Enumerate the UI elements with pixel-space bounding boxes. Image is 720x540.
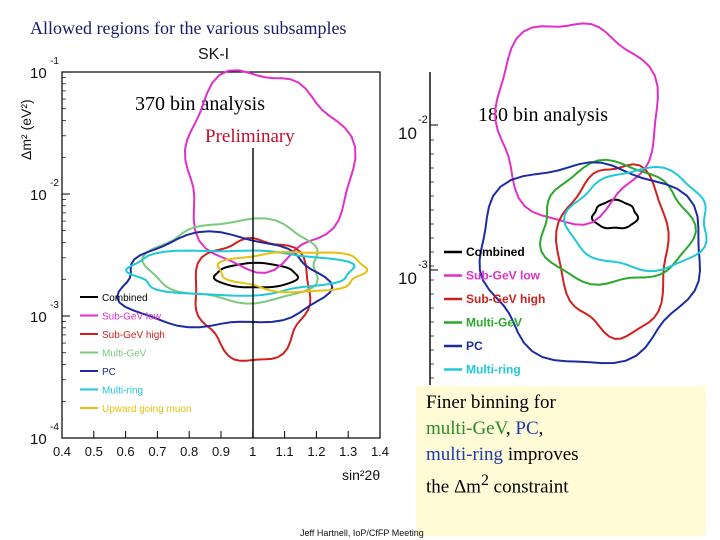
left-legend-label-5: Multi-ring [102,386,143,397]
left-chart-subtitle: 370 bin analysis [135,93,265,115]
note-the: the [426,476,454,498]
note-line-4: the Δm2 constraint [426,468,696,500]
note-delta-m: Δm [453,476,481,498]
left-y-tick-exp-1: -2 [50,178,59,189]
note-line-2: multi-GeV, PC, [426,418,544,439]
preliminary-annotation: Preliminary [205,126,295,147]
right-contours [478,22,708,365]
left-x-tick-label-9: 1.3 [339,444,357,459]
right-y-tick-exp-1: -3 [418,259,428,271]
right-y-tick-label-0: 10 [398,124,417,143]
left-y-tick-exp-0: -1 [50,56,59,67]
left-legend-label-3: Multi-GeV [102,349,147,360]
note-line-1: Finer binning for [426,392,556,413]
left-x-tick-label-5: 0.9 [212,444,230,459]
left-y-tick-label-0: 10 [30,65,47,82]
right-contour-pc [478,161,702,365]
right-contour-combined [590,198,640,230]
right-legend-label-5: Multi-ring [466,363,521,377]
right-legend-label-3: Multi-GeV [466,316,522,330]
left-contour-upward-going-muon [216,250,369,294]
right-y-tick-label-1: 10 [398,269,417,288]
note-improves: improves [503,444,579,465]
left-x-tick-label-1: 0.5 [85,444,103,459]
note-multi-ring: multi-ring [426,444,504,465]
left-plot-frame [61,71,381,439]
left-x-tick-label-4: 0.8 [180,444,198,459]
left-y-tick-label-3: 10 [30,431,47,448]
right-chart-subtitle: 180 bin analysis [478,104,608,126]
right-legend-label-2: Sub-GeV high [466,292,545,306]
left-x-tick-label-10: 1.4 [371,444,389,459]
left-x-tick-label-6: 1 [249,444,256,459]
left-x-tick-label-2: 0.6 [117,444,135,459]
left-contour-combined [212,261,300,289]
right-contour-sub-gev-low [494,22,659,226]
note-pc: PC [515,418,539,439]
left-contour-pc [116,230,334,329]
left-x-tick-label-3: 0.7 [148,444,166,459]
left-contour-sub-gev-high [194,236,312,362]
left-chart-title: SK-I [198,46,230,63]
right-legend-label-1: Sub-GeV low [466,269,541,283]
left-legend-label-6: Upward going muon [102,404,192,415]
left-x-axis-title: sin²2θ [342,467,380,483]
left-contour-multi-ring [124,249,356,297]
slide-title: Allowed regions for the various subsampl… [30,18,347,38]
left-legend: Combined Sub-GeV low Sub-GeV high Multi-GeV… [80,293,192,415]
left-legend-label-0: Combined [102,293,148,304]
left-legend-label-2: Sub-GeV high [102,330,165,341]
left-x-tick-label-0: 0.4 [53,444,71,459]
slide-footer: Jeff Hartnell, IoP/CfFP Meeting [300,528,424,538]
left-y-tick-label-2: 10 [30,309,47,326]
left-contours [116,69,369,362]
left-contour-multi-gev [141,217,319,305]
left-x-tick-label-8: 1.2 [307,444,325,459]
note-sup: 2 [480,472,489,489]
right-y-tick-exp-0: -2 [418,114,428,126]
right-axis-ticks: 10-210-3 [398,114,438,379]
right-contour-multi-gev [538,158,697,286]
right-contour-sub-gev-high [554,163,670,340]
left-x-tick-label-7: 1.1 [276,444,294,459]
left-axis-ticks: 0.4 0.5 0.6 0.7 0.8 0.9 1 1.1 1.2 1.3 1.4sin²2θ10-… [30,56,389,483]
right-contour-multi-ring [562,165,708,273]
left-contour-sub-gev-low [183,69,357,274]
right-legend: Combined Sub-GeV low Sub-GeV high Multi-GeV… [444,245,545,377]
left-y-tick-exp-3: -4 [50,422,59,433]
right-legend-label-0: Combined [466,245,525,259]
note-constraint: constraint [488,476,569,498]
note-multi-gev: multi-GeV [426,418,506,439]
right-legend-label-4: PC [466,339,483,353]
left-legend-label-4: PC [102,367,116,378]
left-legend-label-1: Sub-GeV low [102,312,162,323]
left-y-tick-exp-2: -3 [50,300,59,311]
note-line-3: multi-ring improves [426,442,696,468]
left-y-tick-label-1: 10 [30,187,47,204]
note-box: Finer binning for multi-GeV, PC, multi-r… [416,386,706,536]
